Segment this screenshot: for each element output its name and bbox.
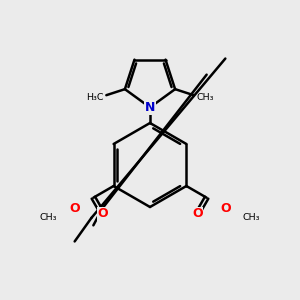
Text: CH₃: CH₃ [40, 213, 57, 222]
Text: H₃C: H₃C [86, 93, 103, 102]
Text: O: O [97, 207, 108, 220]
Text: O: O [220, 202, 231, 215]
Text: O: O [192, 207, 203, 220]
Text: CH₃: CH₃ [243, 213, 260, 222]
Text: O: O [69, 202, 80, 215]
Text: CH₃: CH₃ [197, 93, 214, 102]
Text: N: N [145, 101, 155, 114]
